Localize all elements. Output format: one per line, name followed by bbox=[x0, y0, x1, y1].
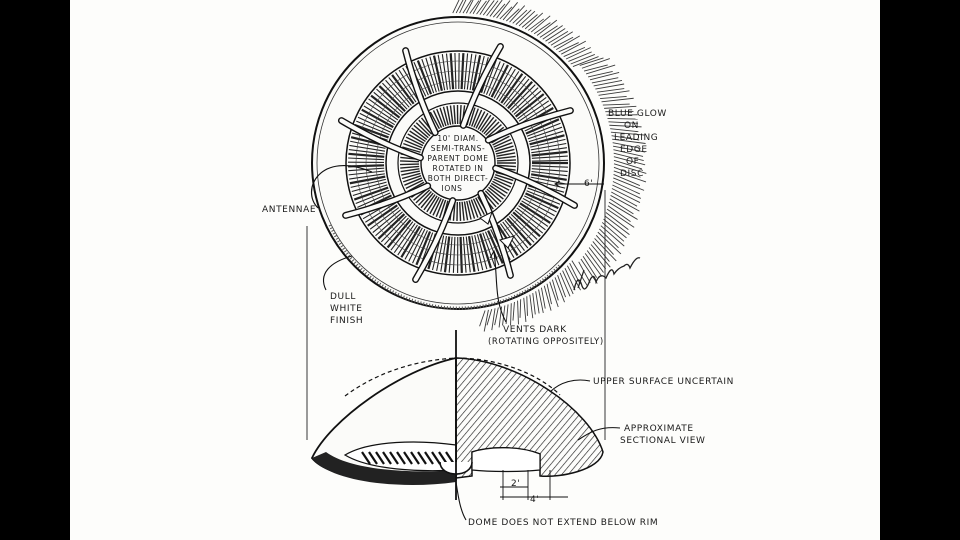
dimension-6ft: 6' bbox=[554, 179, 604, 189]
dimension-label: 6' bbox=[584, 179, 593, 189]
label-line: BLUE GLOW bbox=[608, 109, 667, 119]
dome-note-line: ROTATED IN bbox=[433, 164, 484, 173]
glow-hatching bbox=[452, 0, 647, 332]
center-dome bbox=[420, 125, 496, 201]
sectional-label: APPROXIMATE SECTIONAL VIEW bbox=[577, 424, 705, 446]
label-text: UPPER SURFACE UNCERTAIN bbox=[593, 377, 734, 387]
antennae-spokes bbox=[337, 42, 579, 284]
dimension-lines: 2' 4' bbox=[500, 470, 568, 505]
leader-line bbox=[310, 165, 373, 209]
label-line: LEADING bbox=[614, 133, 658, 143]
rotation-arrow bbox=[499, 235, 515, 249]
vents-label: VENTS DARK (ROTATING OPPOSITELY) bbox=[488, 249, 604, 347]
label-line: OF bbox=[626, 157, 639, 167]
label-line: ON bbox=[624, 121, 639, 131]
rotation-arrow bbox=[479, 211, 493, 225]
label-line: DULL bbox=[330, 292, 356, 302]
hull-underside bbox=[312, 452, 456, 485]
antennae-label: ANTENNAE bbox=[262, 165, 373, 215]
dome-note-line: IONS bbox=[442, 184, 463, 193]
label-line: VENTS DARK bbox=[503, 325, 567, 335]
side-section-view bbox=[310, 330, 604, 500]
letterbox-left bbox=[0, 0, 70, 540]
dome-note-line: BOTH DIRECT- bbox=[428, 174, 489, 183]
label-line: APPROXIMATE bbox=[624, 424, 694, 434]
label-text: DOME DOES NOT EXTEND BELOW RIM bbox=[468, 518, 658, 528]
leader-line bbox=[493, 251, 507, 323]
label-line: SECTIONAL VIEW bbox=[620, 436, 705, 446]
disc-top-view: 10' DIAM. SEMI-TRANS- PARENT DOME ROTATE… bbox=[311, 0, 647, 332]
artist-signature bbox=[573, 257, 641, 291]
leader-line bbox=[323, 255, 353, 291]
letterbox-right bbox=[880, 0, 960, 540]
label-line: FINISH bbox=[330, 316, 363, 326]
label-text: ANTENNAE bbox=[262, 205, 316, 215]
dome-note-line: SEMI-TRANS- bbox=[431, 144, 486, 153]
dome-note: 10' DIAM. SEMI-TRANS- PARENT DOME ROTATE… bbox=[427, 134, 488, 193]
dome-note-line: 10' DIAM. bbox=[437, 134, 478, 143]
blue-glow-label: BLUE GLOW ON LEADING EDGE OF DISC bbox=[608, 109, 667, 179]
dome-note-line: PARENT DOME bbox=[427, 154, 488, 163]
label-line: EDGE bbox=[620, 145, 648, 155]
label-line: DISC bbox=[620, 169, 644, 179]
dome-rim-label: DOME DOES NOT EXTEND BELOW RIM bbox=[455, 481, 658, 528]
upper-surface-label: UPPER SURFACE UNCERTAIN bbox=[549, 377, 734, 393]
dimension-label: 2' bbox=[511, 479, 520, 489]
dimension-label: 4' bbox=[530, 495, 539, 505]
finish-label: DULL WHITE FINISH bbox=[323, 255, 363, 326]
label-line: WHITE bbox=[330, 304, 363, 314]
label-line: (ROTATING OPPOSITELY) bbox=[488, 337, 604, 347]
